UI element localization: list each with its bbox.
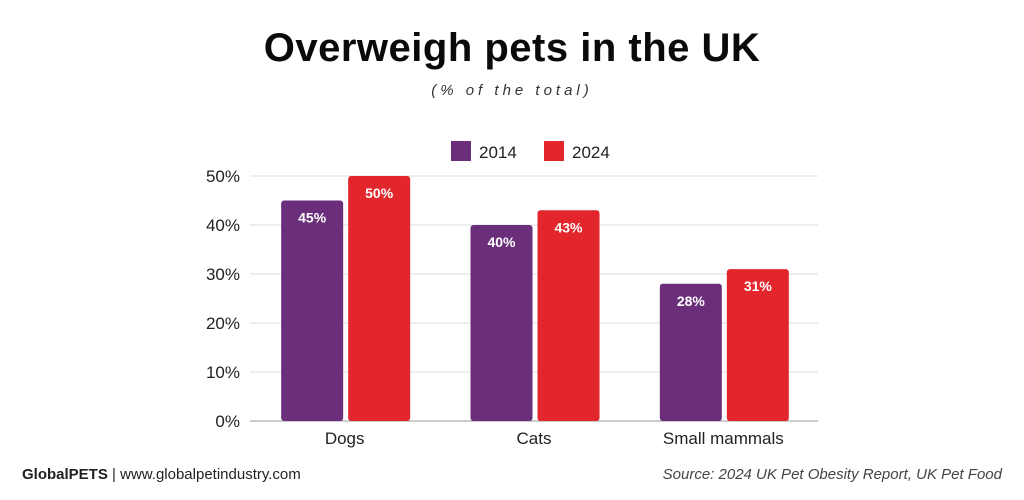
- y-tick-label: 20%: [206, 314, 240, 333]
- bar-dogs-2014: [281, 200, 344, 421]
- chart-subtitle: (% of the total): [431, 82, 593, 99]
- data-label: 43%: [554, 219, 583, 235]
- footer-credit: GlobalPETS | www.globalpetindustry.com: [22, 466, 301, 483]
- bar-cats-2014: [470, 225, 533, 421]
- chart-title: Overweigh pets in the UK: [263, 26, 761, 70]
- x-tick-label: Small mammals: [663, 429, 784, 448]
- legend-swatch-2014: [451, 141, 471, 161]
- bar-small-mammals-2024: [726, 269, 789, 421]
- x-tick-label: Cats: [517, 429, 552, 448]
- y-tick-label: 40%: [206, 216, 240, 235]
- y-tick-label: 50%: [206, 167, 240, 186]
- x-tick-label: Dogs: [325, 429, 365, 448]
- data-label: 45%: [298, 210, 327, 226]
- data-label: 31%: [744, 278, 773, 294]
- y-tick-label: 30%: [206, 265, 240, 284]
- brand-name: GlobalPETS: [22, 466, 108, 483]
- y-tick-label: 10%: [206, 363, 240, 382]
- bar-small-mammals-2014: [659, 283, 722, 421]
- source-note: Source: 2024 UK Pet Obesity Report, UK P…: [662, 466, 1002, 483]
- website-link[interactable]: www.globalpetindustry.com: [120, 466, 301, 483]
- legend-label: 2024: [572, 143, 610, 162]
- bar-cats-2024: [537, 210, 600, 421]
- y-tick-label: 0%: [215, 412, 240, 431]
- data-label: 40%: [487, 234, 516, 250]
- bar-dogs-2024: [348, 176, 411, 421]
- legend-swatch-2024: [544, 141, 564, 161]
- legend-label: 2014: [479, 143, 517, 162]
- footer-separator: |: [112, 466, 116, 483]
- data-label: 28%: [677, 293, 706, 309]
- data-label: 50%: [365, 185, 394, 201]
